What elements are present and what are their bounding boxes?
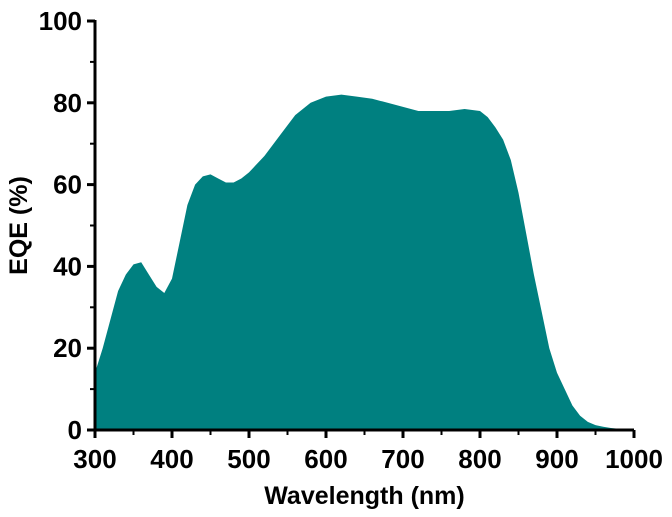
x-tick-label: 900 (535, 444, 578, 474)
x-tick-label: 400 (150, 444, 193, 474)
y-axis-title: EQE (%) (5, 176, 33, 275)
y-tick-label: 40 (53, 251, 82, 281)
x-tick-label: 700 (381, 444, 424, 474)
y-tick-label: 100 (39, 6, 82, 36)
y-tick-label: 80 (53, 88, 82, 118)
x-tick-label: 800 (458, 444, 501, 474)
y-tick-label: 20 (53, 333, 82, 363)
y-tick-label: 60 (53, 170, 82, 200)
x-tick-label: 300 (73, 444, 116, 474)
x-tick-label: 500 (227, 444, 270, 474)
x-tick-label: 600 (304, 444, 347, 474)
eqe-area-series-0 (95, 94, 634, 431)
x-tick-label: 1000 (605, 444, 663, 474)
y-tick-label: 0 (68, 415, 82, 445)
x-axis-title: Wavelength (nm) (264, 482, 464, 510)
